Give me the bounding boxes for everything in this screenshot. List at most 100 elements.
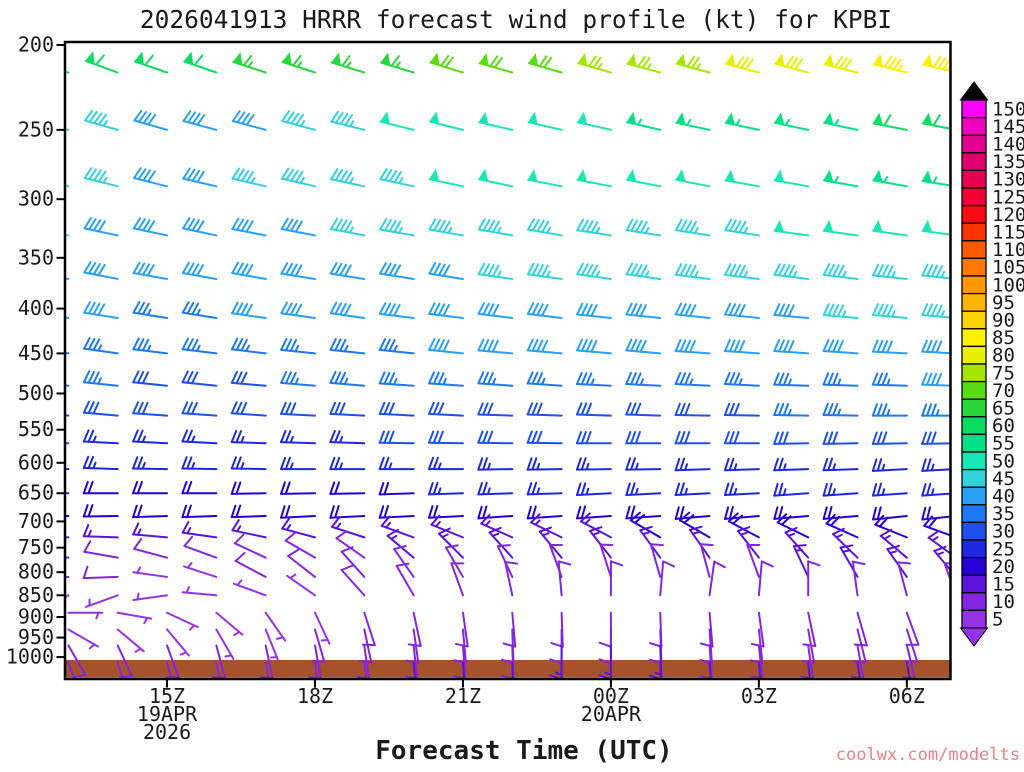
colorbar-swatch	[962, 364, 986, 382]
wind-barb	[330, 372, 364, 386]
wind-barb	[774, 484, 808, 496]
wind-barb	[84, 457, 118, 469]
wind-barb	[167, 613, 198, 630]
wind-barb	[281, 303, 315, 318]
wind-barb	[528, 506, 562, 518]
wind-barb	[281, 431, 315, 443]
colorbar-swatch	[962, 311, 986, 329]
wind-barb	[183, 169, 216, 187]
wind-barb	[874, 55, 907, 72]
x-tick-label: 06Z	[889, 684, 925, 708]
wind-barb	[725, 264, 759, 279]
wind-barb	[577, 220, 611, 236]
wind-barb	[528, 431, 562, 443]
wind-barb	[429, 339, 463, 353]
wind-barb	[429, 219, 462, 235]
wind-barb	[380, 458, 414, 469]
y-tick-label: 800	[18, 560, 54, 584]
wind-barb	[725, 507, 759, 519]
wind-barb	[775, 171, 808, 186]
wind-barb	[775, 113, 808, 129]
wind-barb	[676, 113, 709, 129]
wind-barb	[133, 506, 167, 518]
wind-barb	[382, 517, 414, 538]
colorbar-swatch	[962, 118, 986, 136]
wind-barb	[873, 304, 907, 318]
wind-barb	[233, 53, 265, 72]
colorbar-swatch	[962, 417, 986, 435]
wind-barb	[824, 404, 858, 416]
wind-barb	[710, 562, 725, 596]
colorbar-swatch	[962, 610, 986, 628]
wind-barb	[380, 169, 413, 186]
wind-barb	[232, 219, 265, 236]
wind-barb	[774, 264, 808, 279]
wind-barb	[725, 220, 759, 236]
wind-barb	[676, 264, 710, 279]
y-tick-label: 250	[18, 117, 54, 141]
wind-barb	[134, 218, 167, 235]
colorbar-swatch	[962, 434, 986, 452]
wind-barb	[429, 263, 463, 279]
colorbar-swatch	[962, 206, 986, 224]
wind-barb	[330, 482, 364, 493]
y-tick-label: 850	[18, 583, 54, 607]
colorbar-swatch	[962, 540, 986, 558]
wind-barb	[626, 458, 660, 469]
wind-barb	[182, 457, 216, 469]
wind-barb	[479, 219, 512, 235]
wind-barb	[577, 458, 611, 469]
wind-barb	[133, 302, 167, 318]
wind-barb	[84, 482, 118, 493]
wind-barb	[133, 339, 167, 354]
wind-barb	[676, 459, 710, 471]
wind-barb	[182, 506, 216, 518]
wind-barb	[429, 483, 463, 495]
colorbar-swatch	[962, 470, 986, 488]
wind-barb	[281, 403, 315, 416]
colorbar-swatch	[962, 399, 986, 417]
wind-barb	[133, 430, 167, 443]
wind-barb	[774, 432, 808, 444]
wind-barb	[627, 55, 660, 73]
colorbar-swatch	[962, 558, 986, 576]
y-tick-label: 300	[18, 187, 54, 211]
wind-barb	[824, 264, 858, 279]
wind-barb	[407, 629, 419, 663]
wind-barb	[134, 263, 167, 279]
wind-barb	[577, 264, 611, 279]
wind-barb	[775, 221, 809, 235]
wind-barb	[626, 403, 660, 415]
wind-barb	[281, 263, 315, 279]
wind-barb	[232, 339, 266, 354]
wind-barb	[824, 221, 858, 235]
x-tick-label: 03Z	[741, 684, 777, 708]
wind-barb	[182, 430, 216, 443]
colorbar-swatch	[962, 294, 986, 312]
wind-barb	[182, 587, 216, 595]
wind-barb	[84, 525, 118, 537]
y-tick-label: 650	[18, 481, 54, 505]
colorbar-swatch	[962, 241, 986, 259]
wind-barb	[906, 613, 918, 645]
wind-barb	[84, 505, 118, 516]
y-tick-label: 200	[18, 33, 54, 57]
wind-barb	[331, 169, 364, 186]
wind-barb	[281, 339, 315, 353]
wind-barb	[283, 53, 315, 72]
wind-barb	[330, 403, 364, 416]
wind-barb	[627, 264, 661, 279]
wind-barb	[752, 613, 764, 647]
wind-barb	[873, 114, 906, 130]
wind-barb	[331, 263, 365, 279]
wind-barb	[725, 340, 759, 353]
wind-barb	[954, 645, 966, 678]
wind-barb	[184, 563, 216, 577]
wind-barb	[380, 219, 413, 235]
colorbar-swatch	[962, 452, 986, 470]
y-tick-label: 550	[18, 417, 54, 441]
wind-barb	[725, 432, 759, 443]
wind-barb	[380, 403, 414, 416]
wind-barb	[676, 304, 710, 318]
